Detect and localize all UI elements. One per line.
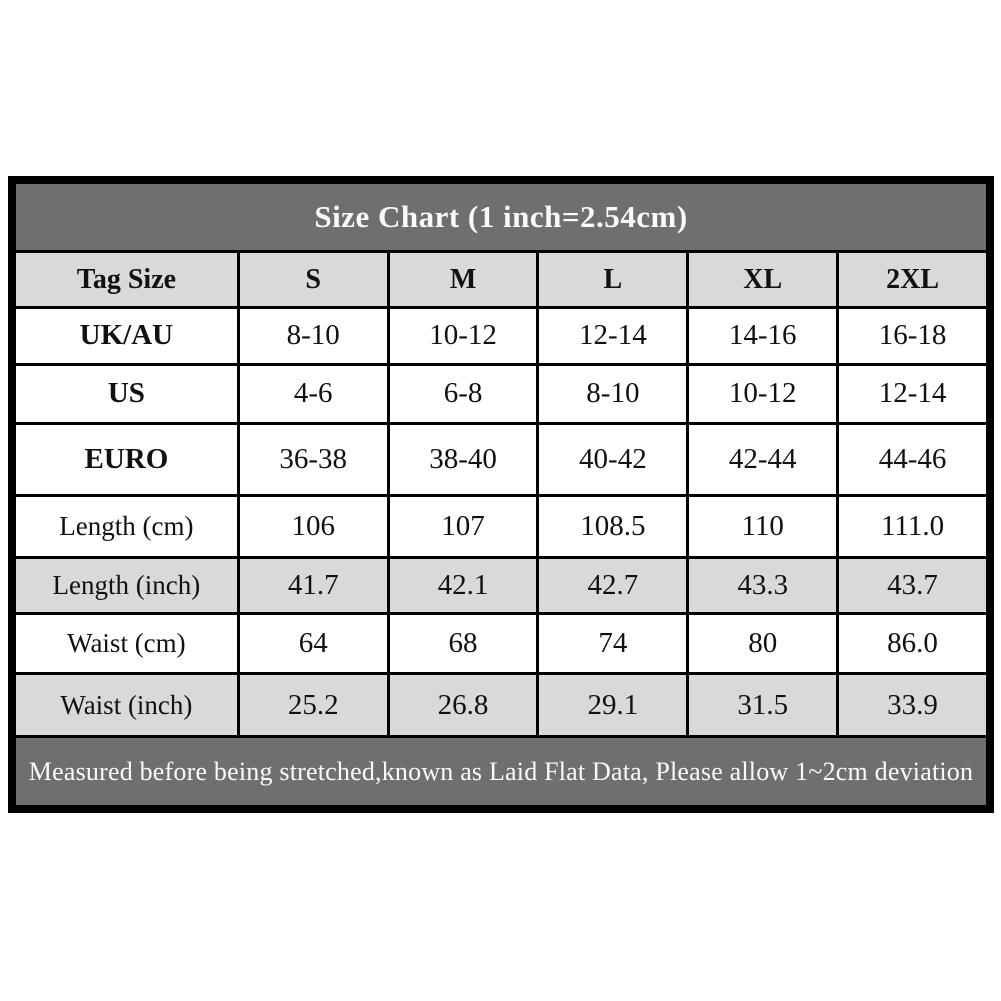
cell-euro-s: 36-38: [236, 422, 390, 498]
cell-us-l: 8-10: [536, 362, 690, 426]
cell-length-cm-s: 106: [236, 494, 390, 559]
cell-uk-au-s: 8-10: [236, 306, 390, 366]
row-label-length-inch: Length (inch): [13, 555, 240, 615]
cell-waist-inch-2xl: 33.9: [836, 672, 989, 739]
header-row: Tag Size S M L XL 2XL: [13, 249, 989, 310]
cell-uk-au-l: 12-14: [536, 306, 690, 366]
table-row-waist-inch: Waist (inch) 25.2 26.8 29.1 31.5 33.9: [13, 672, 989, 739]
cell-waist-cm-s: 64: [236, 611, 390, 676]
cell-us-xl: 10-12: [686, 362, 840, 426]
cell-length-inch-l: 42.7: [536, 555, 690, 615]
cell-waist-cm-xl: 80: [686, 611, 840, 676]
cell-us-m: 6-8: [386, 362, 540, 426]
header-tag-size: Tag Size: [13, 249, 240, 310]
cell-length-inch-m: 42.1: [386, 555, 540, 615]
cell-euro-xl: 42-44: [686, 422, 840, 498]
cell-waist-inch-s: 25.2: [236, 672, 390, 739]
row-label-waist-inch: Waist (inch): [13, 672, 240, 739]
cell-length-inch-xl: 43.3: [686, 555, 840, 615]
chart-title: Size Chart (1 inch=2.54cm): [13, 181, 989, 253]
cell-waist-cm-l: 74: [536, 611, 690, 676]
header-size-l: L: [536, 249, 690, 310]
cell-length-cm-m: 107: [386, 494, 540, 559]
cell-waist-cm-2xl: 86.0: [836, 611, 989, 676]
row-label-euro: EURO: [13, 422, 240, 498]
row-label-waist-cm: Waist (cm): [13, 611, 240, 676]
row-label-length-cm: Length (cm): [13, 494, 240, 559]
title-row: Size Chart (1 inch=2.54cm): [13, 181, 989, 253]
cell-waist-cm-m: 68: [386, 611, 540, 676]
cell-length-inch-2xl: 43.7: [836, 555, 989, 615]
cell-uk-au-xl: 14-16: [686, 306, 840, 366]
header-size-s: S: [236, 249, 390, 310]
cell-euro-l: 40-42: [536, 422, 690, 498]
cell-length-cm-xl: 110: [686, 494, 840, 559]
table-row-length-inch: Length (inch) 41.7 42.1 42.7 43.3 43.7: [13, 555, 989, 615]
row-label-us: US: [13, 362, 240, 426]
cell-length-cm-l: 108.5: [536, 494, 690, 559]
cell-us-2xl: 12-14: [836, 362, 989, 426]
cell-length-inch-s: 41.7: [236, 555, 390, 615]
table-row-waist-cm: Waist (cm) 64 68 74 80 86.0: [13, 611, 989, 676]
cell-uk-au-2xl: 16-18: [836, 306, 989, 366]
cell-uk-au-m: 10-12: [386, 306, 540, 366]
table-row-length-cm: Length (cm) 106 107 108.5 110 111.0: [13, 494, 989, 559]
cell-us-s: 4-6: [236, 362, 390, 426]
header-size-2xl: 2XL: [836, 249, 989, 310]
table-row-euro: EURO 36-38 38-40 40-42 42-44 44-46: [13, 422, 989, 498]
table-row-us: US 4-6 6-8 8-10 10-12 12-14: [13, 362, 989, 426]
cell-waist-inch-l: 29.1: [536, 672, 690, 739]
header-size-m: M: [386, 249, 540, 310]
header-size-xl: XL: [686, 249, 840, 310]
cell-waist-inch-m: 26.8: [386, 672, 540, 739]
cell-euro-2xl: 44-46: [836, 422, 989, 498]
row-label-uk-au: UK/AU: [13, 306, 240, 366]
footer-row: Measured before being stretched,known as…: [13, 735, 989, 808]
chart-footnote: Measured before being stretched,known as…: [13, 735, 989, 808]
cell-euro-m: 38-40: [386, 422, 540, 498]
cell-length-cm-2xl: 111.0: [836, 494, 989, 559]
cell-waist-inch-xl: 31.5: [686, 672, 840, 739]
table-row-uk-au: UK/AU 8-10 10-12 12-14 14-16 16-18: [13, 306, 989, 366]
